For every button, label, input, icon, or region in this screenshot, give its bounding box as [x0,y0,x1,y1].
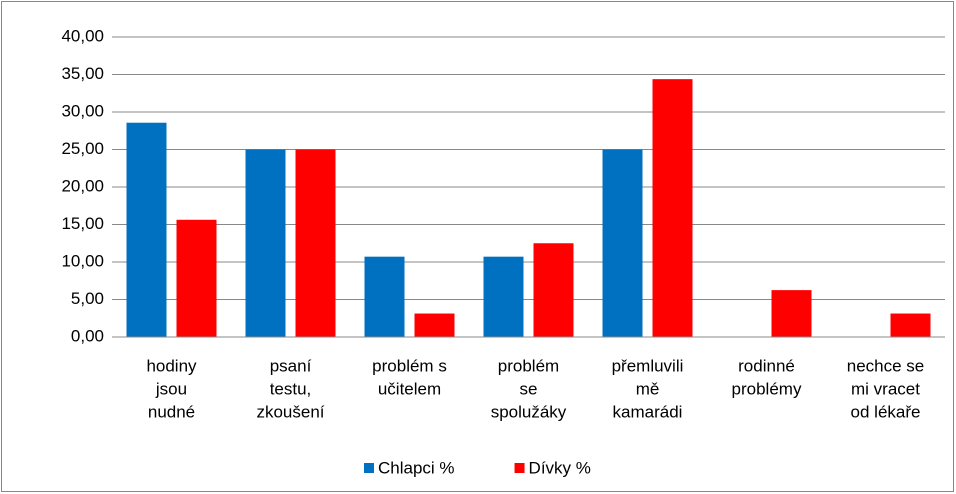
x-tick-label: problémy [732,379,802,398]
x-tick-label: od lékaře [851,402,921,421]
y-tick-label: 0,00 [71,326,104,345]
legend-label: Chlapci % [378,458,455,477]
x-tick-label: se [520,379,538,398]
legend-label: Dívky % [529,458,591,477]
x-tick-label: nechce se [847,356,925,375]
bar [126,122,167,337]
x-tick-label: mi vracet [851,379,920,398]
bar [414,313,455,337]
bar [533,243,574,337]
y-tick-label: 35,00 [61,64,104,83]
x-tick-label: učitelem [378,379,441,398]
y-tick-label: 10,00 [61,251,104,270]
x-tick-label: mě [636,379,660,398]
y-tick-label: 40,00 [61,26,104,45]
x-tick-label: hodiny [146,356,197,375]
x-tick-label: jsou [155,379,187,398]
bar [364,256,405,337]
bar [176,219,217,337]
bar [295,149,336,337]
bar [483,256,524,337]
bar [602,149,643,337]
bar [652,79,693,338]
x-tick-label: psaní [270,356,312,375]
bar [771,290,812,337]
x-tick-label: nudné [148,402,195,421]
x-tick-label: zkoušení [256,402,324,421]
y-tick-label: 15,00 [61,214,104,233]
y-tick-label: 5,00 [71,289,104,308]
y-tick-label: 25,00 [61,139,104,158]
x-tick-label: testu, [270,379,312,398]
x-tick-label: přemluvili [612,356,684,375]
x-tick-label: kamarádi [613,402,683,421]
x-tick-label: spolužáky [491,402,567,421]
bar [890,313,931,337]
x-tick-label: problém [498,356,559,375]
x-tick-label: rodinné [738,356,795,375]
bar [245,149,286,337]
y-tick-label: 20,00 [61,176,104,195]
legend-swatch [364,463,374,473]
x-tick-label: problém s [372,356,447,375]
legend-swatch [514,463,525,473]
y-tick-label: 30,00 [61,101,104,120]
